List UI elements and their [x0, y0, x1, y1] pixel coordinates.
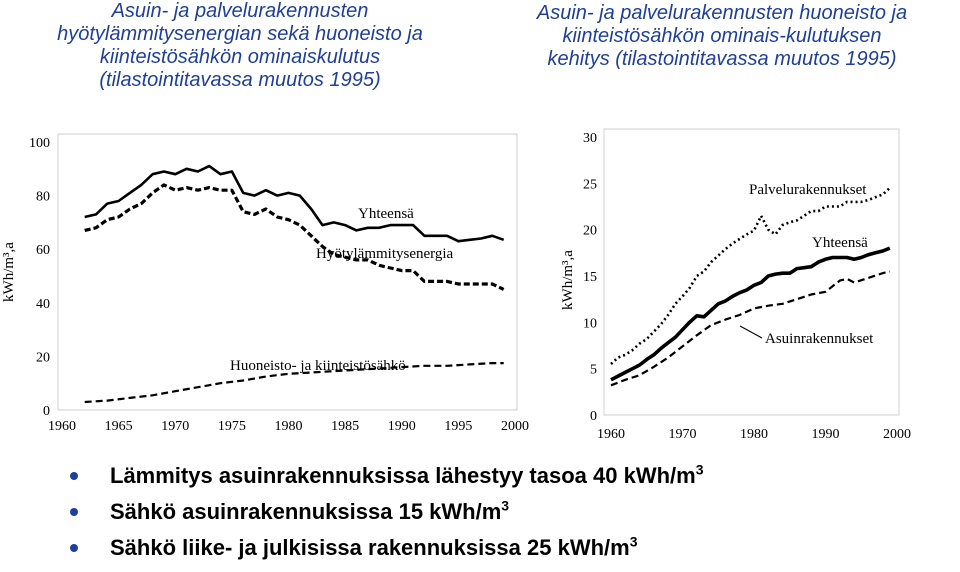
y-tick-label: 30	[583, 131, 597, 146]
series-label: Yhteensä	[812, 235, 868, 251]
series-line-yhteensä	[610, 246, 891, 382]
right-title-line-2: kiinteistösähkön ominais-kulutuksen	[562, 25, 882, 47]
bullet-text: Sähkö asuinrakennuksissa 15 kWh/m	[110, 499, 502, 524]
bullet-dot-icon	[70, 544, 78, 552]
bullet-list: Lämmitys asuinrakennuksissa lähestyy tas…	[70, 458, 704, 566]
x-tick-label: 1960	[597, 427, 625, 442]
y-tick-label: 25	[583, 177, 597, 192]
x-tick-label: 1995	[444, 419, 472, 434]
x-tick-label: 1975	[218, 419, 246, 434]
series-line-yhteensä	[84, 164, 505, 243]
x-tick-label: 1990	[388, 419, 416, 434]
x-tick-label: 1970	[669, 427, 697, 442]
y-tick-label: 20	[583, 224, 597, 239]
y-tick-label: 20	[36, 350, 50, 365]
plot-frame	[57, 133, 518, 411]
y-tick-label: 10	[583, 316, 597, 331]
y-tick-label: 0	[590, 409, 597, 424]
bullet-text: Sähkö liike- ja julkisissa rakennuksissa…	[110, 535, 630, 560]
left-title-line-2: hyötylämmitysenergian sekä huoneisto ja	[57, 23, 423, 45]
y-tick-label: 0	[43, 404, 50, 419]
left-title-line-4: (tilastointitavassa muutos 1995)	[99, 69, 381, 91]
x-tick-label: 1980	[275, 419, 303, 434]
bullet-item-residential-electricity: Sähkö asuinrakennuksissa 15 kWh/m3	[70, 494, 704, 530]
left-chart-title: Asuin- ja palvelurakennusten hyötylämmit…	[0, 0, 480, 92]
x-tick-label: 1960	[48, 419, 76, 434]
y-tick-label: 40	[36, 297, 50, 312]
y-tick-label: 5	[590, 363, 597, 378]
bullet-text: Lämmitys asuinrakennuksissa lähestyy tas…	[110, 463, 696, 488]
series-line-hyötylämmitysenergia	[84, 183, 505, 291]
bullet-sup: 3	[501, 497, 510, 514]
bullet-item-heating: Lämmitys asuinrakennuksissa lähestyy tas…	[70, 458, 704, 494]
y-axis-label: kWh/m³,a	[560, 250, 576, 310]
y-tick-label: 80	[36, 190, 50, 205]
right-title-line-1: Asuin- ja palvelurakennusten huoneisto j…	[536, 2, 908, 24]
right-title-line-3: kehitys (tilastointitavassa muutos 1995)	[547, 48, 897, 70]
x-tick-label: 2000	[883, 427, 911, 442]
chart-1: 0 20 40 60 80 100 1960 1965 1970 1975 1980 1985 1990…	[1, 133, 529, 434]
x-tick-label: 1980	[740, 427, 768, 442]
x-tick-label: 1970	[161, 419, 189, 434]
series-label: Asuinrakennukset	[765, 331, 874, 347]
plot-frame	[603, 128, 900, 416]
chart-2: 0 5 10 15 20 25 30 1960 1970 1980 1990 2000 kWh/m³,a…	[560, 128, 911, 442]
series-label: Huoneisto- ja kiinteistösähkö	[230, 358, 406, 374]
x-tick-label: 1990	[812, 427, 840, 442]
left-title-line-3: kiinteistösähkön ominaiskulutus	[99, 46, 381, 68]
bullet-sup: 3	[629, 533, 638, 550]
series-label: Yhteensä	[358, 206, 414, 222]
right-chart-title: Asuin- ja palvelurakennusten huoneisto j…	[484, 2, 960, 71]
series-line-huoneisto-ja-kiinteistösähkö	[84, 362, 504, 404]
y-axis-label: kWh/m³,a	[1, 242, 17, 302]
label-leader-line	[739, 325, 763, 339]
y-tick-label: 100	[29, 136, 50, 151]
x-tick-label: 2000	[501, 419, 529, 434]
bullet-sup: 3	[695, 461, 704, 478]
y-tick-label: 15	[583, 270, 597, 285]
y-tick-label: 60	[36, 243, 50, 258]
x-tick-label: 1965	[105, 419, 133, 434]
series-label: Palvelurakennukset	[749, 182, 867, 198]
bullet-dot-icon	[70, 472, 78, 480]
left-title-line-1: Asuin- ja palvelurakennusten	[111, 0, 369, 22]
bullet-dot-icon	[70, 508, 78, 516]
x-tick-label: 1985	[331, 419, 359, 434]
bullet-item-commercial-electricity: Sähkö liike- ja julkisissa rakennuksissa…	[70, 530, 704, 566]
series-line-asuinrakennukset	[610, 270, 891, 387]
series-label: Hyötylämmitysenergia	[316, 246, 454, 262]
